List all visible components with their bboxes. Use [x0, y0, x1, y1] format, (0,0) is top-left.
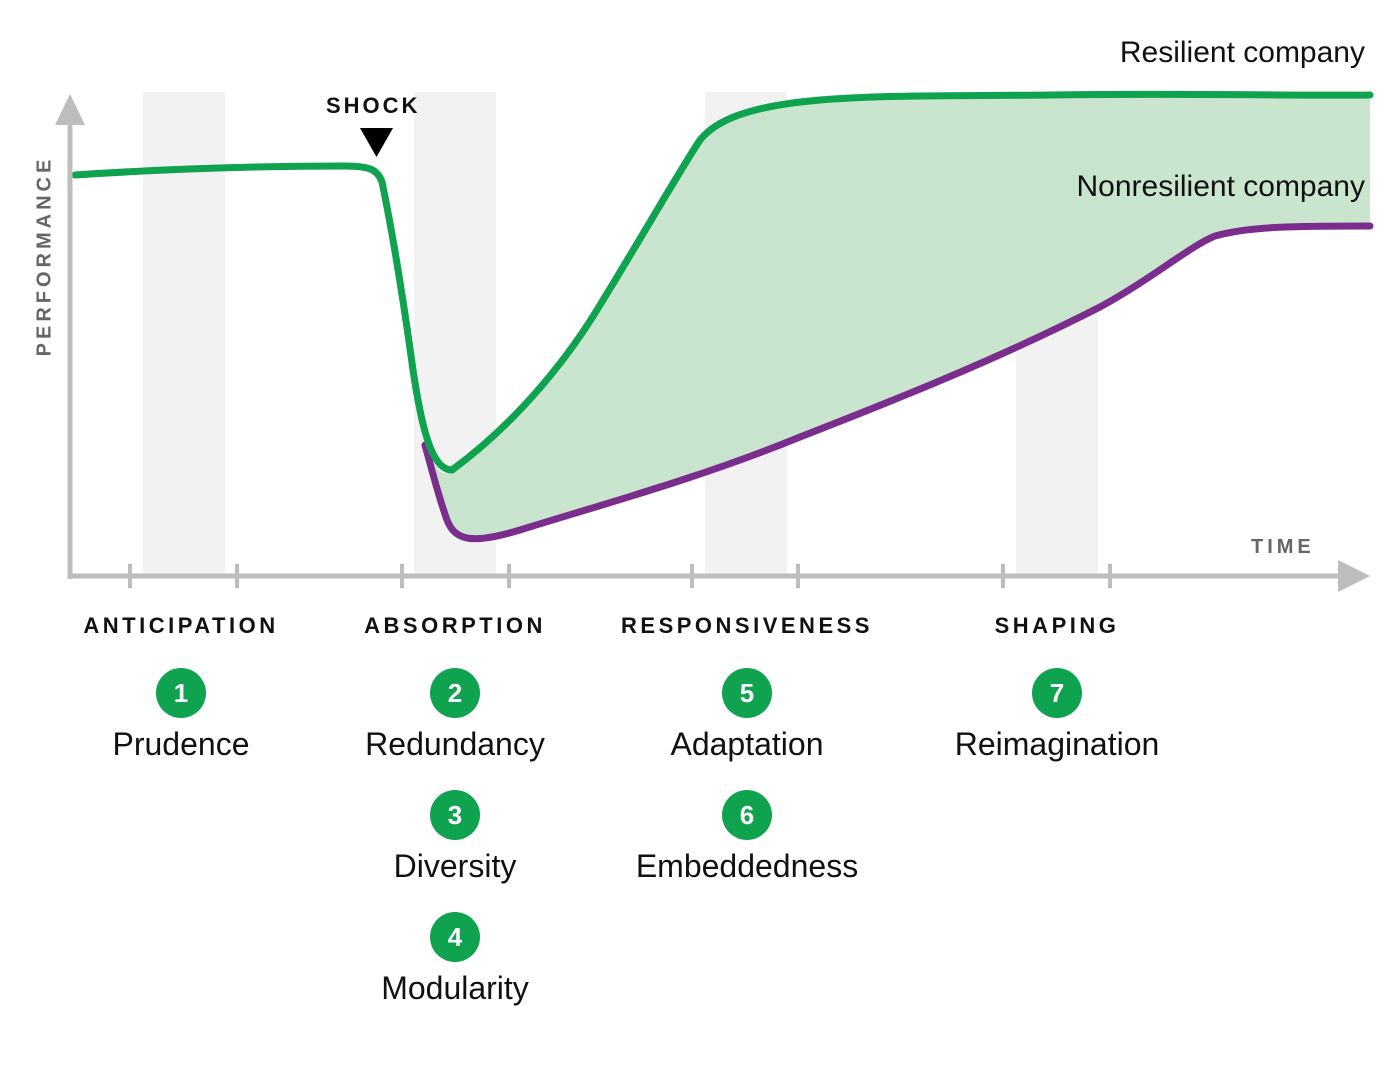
- capability-modularity: 4 Modularity: [295, 912, 615, 1008]
- capability-number-badge: 4: [430, 912, 480, 962]
- phase-title: ABSORPTION: [364, 613, 546, 638]
- capability-label: Reimagination: [954, 726, 1160, 762]
- capability-number-badge: 7: [1032, 668, 1082, 718]
- phase-band-anticipation: [143, 92, 225, 576]
- resilience-gap-area: [425, 94, 1370, 539]
- capability-number-badge: 3: [430, 790, 480, 840]
- capability-reimagination: 7 Reimagination: [897, 668, 1217, 764]
- capability-label: Redundancy: [365, 726, 545, 762]
- capability-redundancy: 2 Redundancy: [295, 668, 615, 764]
- phase-responsiveness: RESPONSIVENESS 5 Adaptation 6 Embeddedne…: [587, 610, 907, 886]
- x-axis-label: TIME: [1251, 536, 1315, 558]
- phase-shaping: SHAPING 7 Reimagination: [897, 610, 1217, 764]
- shock-marker-icon: [360, 128, 393, 157]
- y-axis-arrowhead: [55, 94, 85, 125]
- capability-label: Diversity: [393, 848, 517, 884]
- capability-number-badge: 5: [722, 668, 772, 718]
- nonresilient-company-line: [421, 222, 1374, 543]
- phase-title: RESPONSIVENESS: [621, 613, 873, 638]
- x-axis-arrowhead: [1338, 560, 1370, 592]
- phase-title: ANTICIPATION: [83, 613, 279, 638]
- y-axis-label: PERFORMANCE: [33, 155, 56, 357]
- phase-title: SHAPING: [994, 613, 1120, 638]
- capability-number-badge: 6: [722, 790, 772, 840]
- capability-label: Adaptation: [670, 726, 824, 762]
- phase-anticipation: ANTICIPATION 1 Prudence: [21, 610, 341, 764]
- capability-label: Prudence: [112, 726, 250, 762]
- capability-embeddedness: 6 Embeddedness: [587, 790, 907, 886]
- capability-number-badge: 2: [430, 668, 480, 718]
- capability-label: Embeddedness: [635, 848, 859, 884]
- resilient-company-label: Resilient company: [1119, 36, 1365, 69]
- capability-number-badge: 1: [156, 668, 206, 718]
- axes: [55, 94, 1370, 592]
- capability-prudence: 1 Prudence: [21, 668, 341, 764]
- capability-adaptation: 5 Adaptation: [587, 668, 907, 764]
- capability-label: Modularity: [381, 970, 529, 1006]
- capability-diversity: 3 Diversity: [295, 790, 615, 886]
- phase-absorption: ABSORPTION 2 Redundancy 3 Diversity 4 Mo…: [295, 610, 615, 1008]
- resilient-company-line: [71, 90, 1374, 474]
- shock-label: SHOCK: [326, 93, 421, 118]
- nonresilient-company-label: Nonresilient company: [1076, 170, 1365, 203]
